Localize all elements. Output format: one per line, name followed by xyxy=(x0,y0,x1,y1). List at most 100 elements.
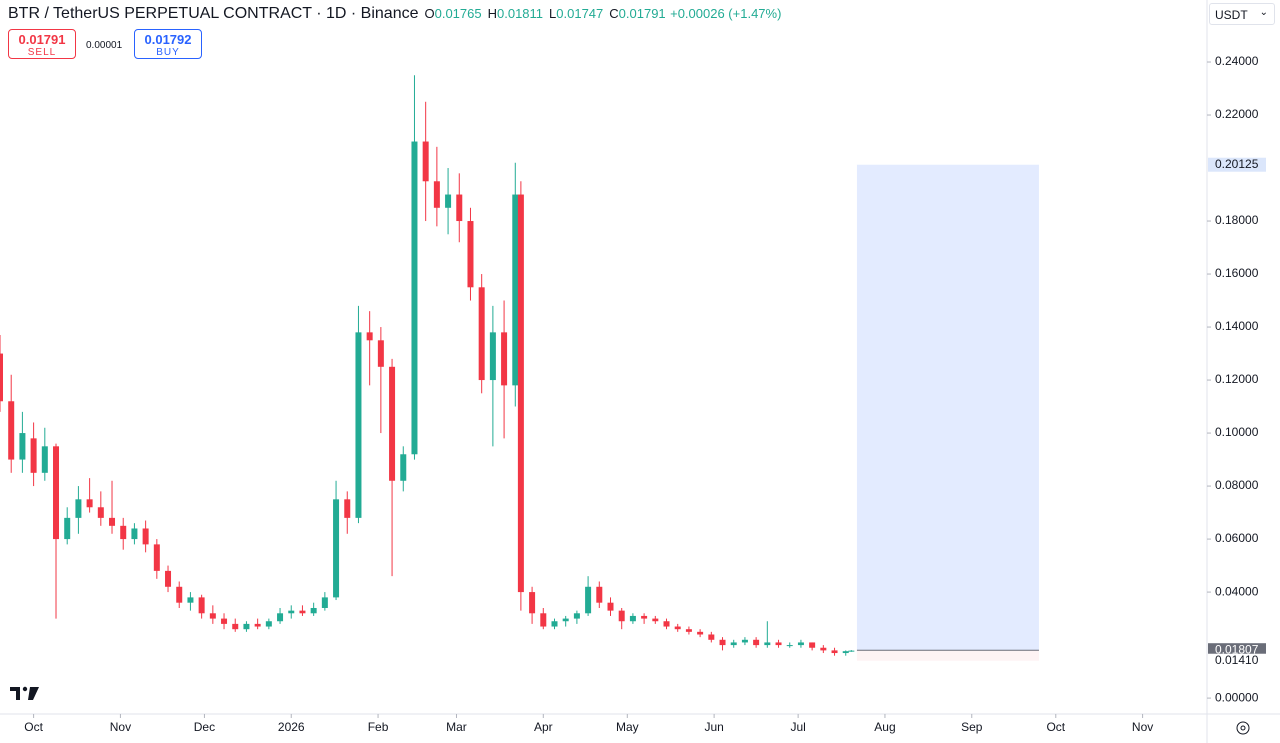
stop-zone xyxy=(856,650,1039,661)
x-tick-label: Jun xyxy=(704,720,723,734)
y-tick-label: 0.16000 xyxy=(1215,266,1259,280)
y-tick-label: 0.12000 xyxy=(1215,372,1259,386)
candle-body xyxy=(674,626,681,630)
candle-body xyxy=(243,623,250,630)
price-label: 0.01410 xyxy=(1215,653,1259,667)
buy-button[interactable]: 0.01792 BUY xyxy=(134,29,202,59)
x-tick-label: Feb xyxy=(368,720,389,734)
candle-body xyxy=(445,194,452,208)
candle-body xyxy=(19,433,26,460)
candle-body xyxy=(685,629,692,632)
x-tick-label: May xyxy=(616,720,639,734)
candle-body xyxy=(209,613,216,619)
candle-body xyxy=(310,607,317,614)
candle-body xyxy=(820,647,827,651)
candle-body xyxy=(775,642,782,646)
candle-body xyxy=(573,613,580,619)
candle-body xyxy=(389,366,396,481)
change: +0.00026 (+1.47%) xyxy=(670,6,782,21)
price-label: 0.20125 xyxy=(1215,157,1259,171)
spread: 0.00001 xyxy=(86,40,123,51)
x-tick-label: Mar xyxy=(446,720,467,734)
x-tick-label: Nov xyxy=(1132,720,1153,734)
candle-body xyxy=(142,528,149,545)
candle-body xyxy=(131,528,138,540)
candle-body xyxy=(221,618,228,624)
price-label: 0.01807 xyxy=(1215,642,1259,656)
candle-body xyxy=(562,618,569,622)
sell-price: 0.01791 xyxy=(18,32,66,47)
candle-body xyxy=(842,651,849,654)
x-tick-label: Apr xyxy=(534,720,553,734)
ohlc-label: O xyxy=(424,6,435,21)
candle-body xyxy=(120,525,127,540)
candle-body xyxy=(86,499,93,508)
price-label-bg xyxy=(1208,643,1266,658)
candle-body xyxy=(344,499,351,518)
ohlc-label: L xyxy=(549,6,557,21)
ohlc-label: C xyxy=(609,6,619,21)
x-tick-label: 2026 xyxy=(278,720,305,734)
candle-body xyxy=(64,517,71,540)
candle-body xyxy=(53,446,60,540)
candle-body xyxy=(618,610,625,622)
header: BTR / TetherUS PERPETUAL CONTRACT · 1D ·… xyxy=(8,5,781,23)
candle-body xyxy=(422,141,429,182)
candle-body xyxy=(708,634,715,640)
y-tick-label: 0.18000 xyxy=(1215,213,1259,227)
candle-body xyxy=(551,621,558,627)
currency-select[interactable]: USDT ⌄ xyxy=(1209,3,1275,25)
target-zone xyxy=(856,164,1039,651)
candle-body xyxy=(198,597,205,614)
candle-body xyxy=(478,287,485,381)
candle-body xyxy=(366,332,373,341)
candle-body xyxy=(265,621,272,627)
sell-label: SELL xyxy=(27,47,57,58)
candle-body xyxy=(187,597,194,603)
candle-body xyxy=(764,642,771,646)
candle-body xyxy=(75,499,82,518)
candle-body xyxy=(0,353,3,402)
candle-body xyxy=(517,194,524,593)
x-tick-label: Sep xyxy=(961,720,983,734)
candle-body xyxy=(433,181,440,208)
y-tick-label: 0.08000 xyxy=(1215,478,1259,492)
price-label-bg xyxy=(1208,653,1266,668)
candle-body xyxy=(652,618,659,622)
candle-body xyxy=(321,597,328,608)
settings-icon[interactable] xyxy=(1236,721,1250,735)
candle-body xyxy=(697,631,704,635)
candle-body xyxy=(299,610,306,614)
x-tick-label: Aug xyxy=(874,720,895,734)
candle-body xyxy=(629,615,636,622)
candle-body xyxy=(848,650,855,652)
candle-body xyxy=(641,615,648,619)
ohlc-value: 0.01747 xyxy=(556,6,604,21)
candle-body xyxy=(585,586,592,614)
candle-body xyxy=(456,194,463,222)
candle-body xyxy=(719,639,726,646)
candle-body xyxy=(501,332,508,386)
candle-body xyxy=(176,586,183,603)
candle-body xyxy=(809,642,816,648)
candle-body xyxy=(730,642,737,646)
y-tick-label: 0.06000 xyxy=(1215,531,1259,545)
candle-body xyxy=(529,592,536,614)
ohlc-value: 0.01765 xyxy=(434,6,482,21)
candle-body xyxy=(467,221,474,288)
candle-body xyxy=(489,332,496,381)
candle-body xyxy=(753,639,760,646)
y-tick-label: 0.04000 xyxy=(1215,584,1259,598)
buy-price: 0.01792 xyxy=(144,32,192,47)
symbol: BTR / TetherUS PERPETUAL CONTRACT · 1D ·… xyxy=(8,5,419,22)
candle-body xyxy=(596,586,603,603)
candle-body xyxy=(165,570,172,587)
y-tick-label: 0.00000 xyxy=(1215,690,1259,704)
sell-button[interactable]: 0.01791 SELL xyxy=(8,29,76,59)
candle-body xyxy=(41,446,48,473)
tv-logo xyxy=(10,686,39,700)
candle-body xyxy=(831,650,838,654)
candle-body xyxy=(741,639,748,643)
y-tick-label: 0.22000 xyxy=(1215,107,1259,121)
price-label-bg xyxy=(1208,157,1266,172)
